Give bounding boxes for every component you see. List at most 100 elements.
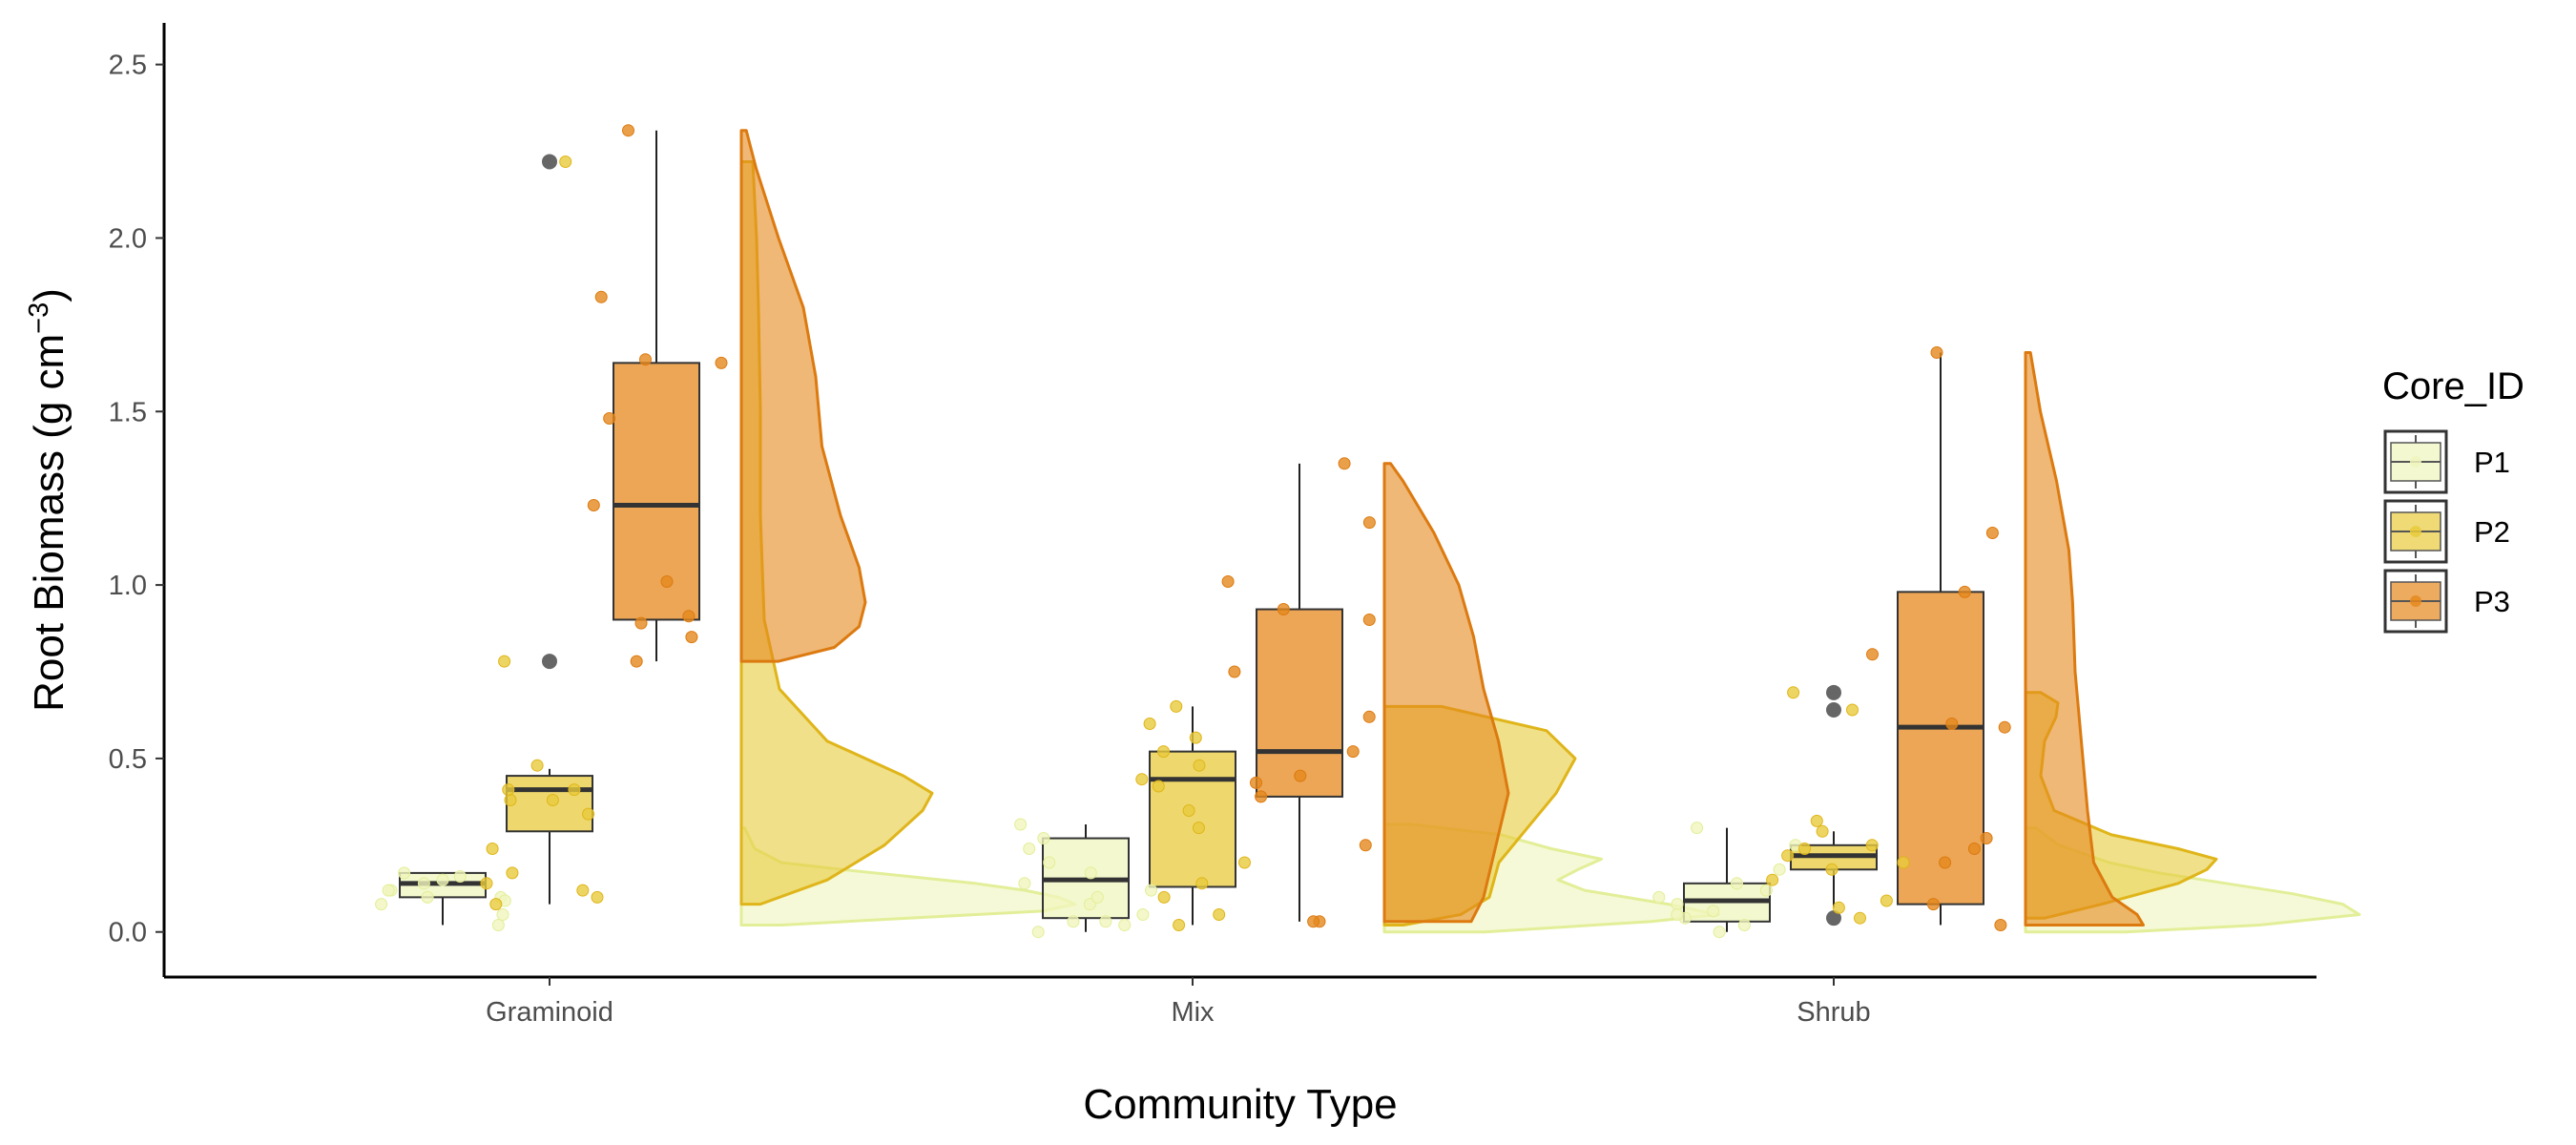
point-P1-mix-13	[1145, 884, 1157, 897]
point-P3-mix-8	[1228, 665, 1241, 678]
point-P2-shrub-1	[1832, 901, 1845, 914]
point-P2-mix-1	[1213, 908, 1226, 921]
point-P2-shrub-7	[1798, 843, 1811, 855]
point-P2-graminoid-4	[506, 866, 519, 880]
outlier-P2-shrub-2	[1826, 684, 1841, 700]
x-tick-label-2: Shrub	[1797, 997, 1870, 1028]
y-tick-label-1: 0.5	[109, 744, 147, 775]
point-P2-mix-12	[1143, 718, 1156, 730]
point-P1-shrub-5	[1652, 890, 1666, 904]
point-P3-shrub-5	[1998, 720, 2011, 734]
point-P2-graminoid-7	[504, 794, 517, 806]
point-P2-graminoid-1	[591, 890, 604, 904]
y-axis-title: Root Biomass (g cm−3)	[24, 288, 73, 712]
outlier-P2-graminoid-1	[542, 154, 557, 170]
density-P3-graminoid	[739, 129, 867, 663]
point-P1-mix-9	[1023, 843, 1036, 855]
y-tick-label-4: 2.0	[109, 223, 147, 254]
legend-key-point-P1	[2410, 456, 2421, 468]
point-P1-graminoid-10	[382, 884, 395, 897]
point-P2-mix-3	[1195, 877, 1209, 890]
outlier-P2-shrub-0	[1826, 910, 1841, 926]
legend-title: Core_ID	[2382, 365, 2524, 407]
point-P1-mix-2	[1099, 915, 1112, 928]
point-P2-shrub-9	[1816, 824, 1829, 838]
legend-key-P1	[2383, 429, 2448, 494]
point-P1-mix-8	[1043, 856, 1056, 869]
point-P1-graminoid-9	[398, 866, 411, 880]
point-P1-graminoid-8	[453, 870, 467, 883]
y-axis-title-exponent: −3	[24, 302, 54, 334]
x-tick-label-0: Graminoid	[486, 997, 613, 1028]
legend-label-P1: P1	[2474, 446, 2510, 479]
y-ticks: 0.0 0.5 1.0 1.5 2.0 2.5	[109, 51, 164, 948]
point-P2-shrub-4	[1825, 863, 1839, 876]
point-P2-mix-11	[1189, 731, 1202, 744]
point-P2-mix-9	[1193, 759, 1206, 772]
point-P2-mix-2	[1157, 890, 1171, 904]
point-P2-graminoid-10	[502, 783, 515, 797]
point-P1-graminoid-3	[421, 890, 434, 904]
point-P3-mix-7	[1362, 710, 1376, 723]
point-P3-graminoid-2	[634, 616, 648, 630]
point-P2-shrub-8	[1865, 839, 1879, 852]
point-P2-mix-6	[1182, 804, 1195, 817]
point-P1-shrub-11	[1671, 908, 1684, 921]
point-P1-shrub-1	[1737, 919, 1751, 931]
legend-label-P2: P2	[2474, 515, 2510, 549]
point-P3-graminoid-7	[715, 356, 728, 369]
point-P1-graminoid-7	[436, 873, 449, 886]
point-P3-mix-4	[1250, 776, 1262, 789]
point-P1-shrub-0	[1713, 926, 1726, 939]
point-P2-graminoid-13	[559, 156, 572, 168]
point-P2-shrub-12	[1787, 686, 1800, 699]
point-P2-mix-7	[1152, 780, 1165, 793]
point-P1-mix-3	[1136, 908, 1150, 921]
point-P1-mix-6	[1018, 877, 1031, 890]
box-P3-mix	[1256, 608, 1343, 798]
point-P2-mix-0	[1173, 919, 1186, 931]
point-P3-shrub-4	[1980, 832, 1993, 844]
point-P3-mix-6	[1346, 745, 1360, 759]
point-P1-mix-5	[1091, 890, 1104, 904]
points-layer	[375, 124, 2011, 939]
x-ticks: Graminoid Mix Shrub	[486, 977, 1871, 1028]
point-P1-mix-11	[1014, 818, 1028, 831]
point-P2-graminoid-2	[576, 884, 590, 897]
point-P2-graminoid-9	[568, 783, 581, 797]
point-P2-mix-13	[1170, 699, 1183, 713]
box-P3-shrub	[1897, 591, 1984, 906]
point-P2-shrub-2	[1880, 894, 1893, 907]
point-P3-mix-5	[1294, 769, 1307, 782]
point-P2-mix-4	[1238, 856, 1251, 869]
density-layer	[739, 129, 2361, 934]
legend-key-P3	[2383, 569, 2448, 634]
point-P3-graminoid-1	[685, 631, 698, 644]
point-P3-shrub-7	[1866, 648, 1879, 661]
point-P1-shrub-3	[1707, 905, 1720, 918]
point-P3-mix-9	[1362, 614, 1376, 626]
point-P1-mix-12	[1067, 915, 1080, 928]
point-P3-mix-10	[1277, 603, 1290, 615]
legend-key-point-P3	[2410, 595, 2421, 607]
point-P2-mix-10	[1157, 745, 1170, 759]
point-P3-shrub-9	[1985, 527, 1999, 539]
point-P3-graminoid-3	[682, 610, 696, 623]
legend-key-point-P2	[2410, 526, 2421, 537]
point-P1-graminoid-0	[491, 919, 505, 931]
point-P2-graminoid-0	[489, 898, 503, 911]
point-P2-shrub-6	[1781, 849, 1795, 863]
y-axis-title-close: )	[26, 288, 73, 302]
legend-key-P2	[2383, 499, 2448, 564]
point-P2-graminoid-5	[486, 843, 499, 855]
point-P2-graminoid-6	[582, 807, 595, 821]
y-axis-title-main: Root Biomass (g cm	[26, 334, 73, 712]
point-P3-mix-11	[1221, 575, 1235, 588]
point-P3-shrub-6	[1945, 718, 1959, 730]
point-P2-mix-8	[1135, 773, 1149, 786]
box-P2-mix	[1149, 750, 1236, 888]
y-tick-label-3: 1.5	[109, 397, 147, 427]
point-P3-graminoid-4	[660, 575, 674, 588]
point-P3-shrub-1	[1926, 898, 1940, 911]
point-P2-shrub-5	[1897, 856, 1910, 869]
